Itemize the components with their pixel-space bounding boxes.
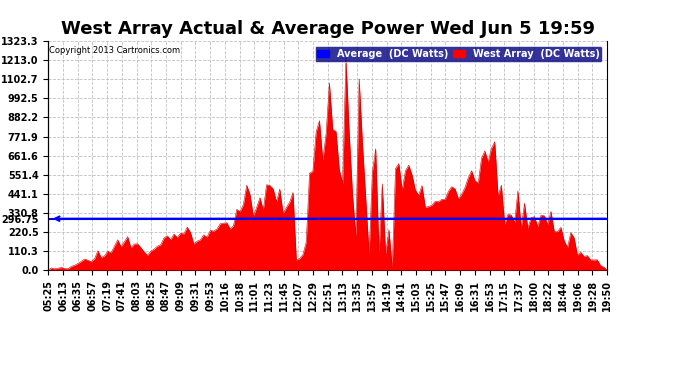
Legend: Average  (DC Watts), West Array  (DC Watts): Average (DC Watts), West Array (DC Watts…	[315, 46, 602, 62]
Text: Copyright 2013 Cartronics.com: Copyright 2013 Cartronics.com	[50, 46, 181, 55]
Title: West Array Actual & Average Power Wed Jun 5 19:59: West Array Actual & Average Power Wed Ju…	[61, 20, 595, 38]
